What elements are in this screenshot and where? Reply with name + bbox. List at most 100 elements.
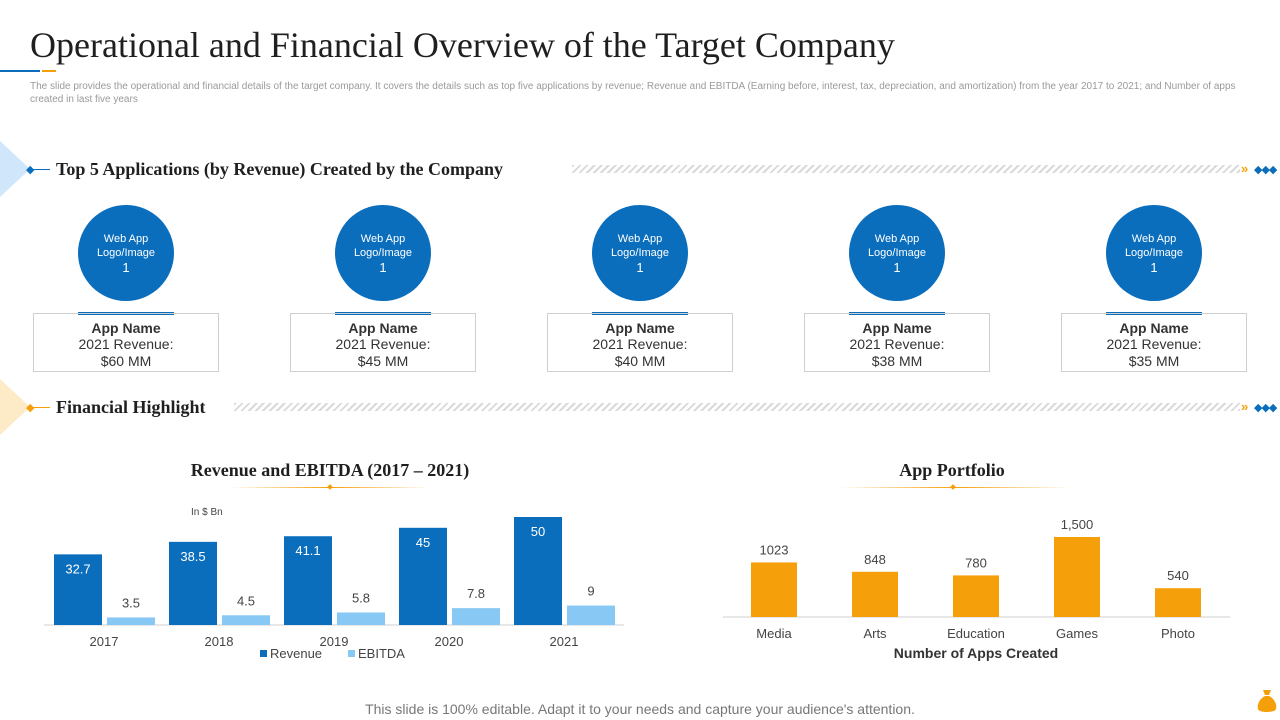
bar-ebitda	[452, 608, 500, 625]
app-card: App Name 2021 Revenue: $35 MM	[1061, 313, 1247, 372]
app-revenue-value: $35 MM	[1128, 353, 1180, 369]
logo-number: 1	[122, 259, 130, 275]
section-connector-financial	[28, 407, 50, 408]
bar-app-count	[1054, 537, 1100, 617]
data-label-ebitda: 4.5	[237, 593, 255, 608]
bar-ebitda	[107, 617, 155, 625]
chart-title-revenue: Revenue and EBITDA (2017 – 2021)	[190, 460, 470, 480]
logo-line-2: Logo/Image	[1124, 246, 1184, 259]
app-card: App Name 2021 Revenue: $40 MM	[547, 313, 733, 372]
tick-label-category: Photo	[1161, 626, 1195, 641]
legend-label-revenue: Revenue	[270, 646, 322, 661]
tick-label-category: Education	[947, 626, 1005, 641]
bar-revenue	[169, 541, 217, 625]
money-bag-icon	[1257, 690, 1277, 712]
app-logo-placeholder: Web App Logo/Image 1	[335, 205, 431, 301]
section-hatch-apps	[572, 165, 1240, 173]
logo-line-1: Web App	[1131, 232, 1177, 245]
page-subtitle: The slide provides the operational and f…	[30, 81, 1236, 105]
app-revenue-value: $38 MM	[871, 353, 923, 369]
logo-line-1: Web App	[103, 232, 149, 245]
logo-number: 1	[1150, 259, 1158, 275]
section-title-financial: Financial Highlight	[56, 397, 206, 417]
chevron-right-icon: »	[1241, 161, 1249, 176]
data-label-ebitda: 9	[587, 584, 594, 599]
logo-number: 1	[379, 259, 387, 275]
data-label-revenue: 45	[416, 535, 430, 550]
tick-label-year: 2020	[435, 634, 464, 649]
app-revenue-label: 2021 Revenue:	[592, 336, 688, 352]
bar-revenue	[284, 536, 332, 625]
app-card: App Name 2021 Revenue: $60 MM	[33, 313, 219, 372]
app-revenue-value: $45 MM	[357, 353, 409, 369]
bar-ebitda	[222, 615, 270, 625]
tick-label-year: 2021	[550, 634, 579, 649]
logo-line-1: Web App	[360, 232, 406, 245]
logo-line-1: Web App	[874, 232, 920, 245]
bar-app-count	[852, 571, 898, 617]
tick-label-year: 2019	[320, 634, 349, 649]
x-axis-title: Number of Apps Created	[894, 645, 1058, 661]
tick-label-year: 2017	[90, 634, 119, 649]
app-revenue-value: $40 MM	[614, 353, 666, 369]
section-hatch-financial	[234, 403, 1240, 411]
footer-note: This slide is 100% editable. Adapt it to…	[365, 701, 915, 717]
bar-app-count	[751, 562, 797, 617]
title-underline-accent	[42, 70, 56, 72]
data-label-app-count: 848	[864, 552, 886, 567]
diamond-icon: ◆	[26, 164, 35, 176]
section-marker-financial	[0, 379, 30, 435]
bar-app-count	[1155, 588, 1201, 617]
page-title: Operational and Financial Overview of th…	[30, 25, 895, 65]
data-label-app-count: 540	[1167, 568, 1189, 583]
bar-ebitda	[567, 605, 615, 625]
logo-line-1: Web App	[617, 232, 663, 245]
app-revenue-label: 2021 Revenue:	[849, 336, 945, 352]
chart-title-dot	[327, 484, 333, 490]
app-revenue-label: 2021 Revenue:	[1106, 336, 1202, 352]
unit-label: In $ Bn	[191, 507, 223, 518]
chart-title-portfolio: App Portfolio	[899, 460, 1005, 480]
data-label-app-count: 780	[965, 555, 987, 570]
diamond-icon: ◆	[26, 402, 35, 414]
app-revenue-label: 2021 Revenue:	[335, 336, 431, 352]
section-marker-apps	[0, 141, 30, 197]
app-portfolio-chart: 1023 Media 848 Arts 780 Education 1,500 Games 54…	[723, 517, 1230, 661]
tick-label-year: 2018	[205, 634, 234, 649]
legend-swatch-ebitda	[348, 650, 355, 657]
section-title-apps: Top 5 Applications (by Revenue) Created …	[56, 159, 504, 179]
chart-title-dot	[950, 484, 956, 490]
tick-label-category: Games	[1056, 626, 1098, 641]
logo-line-2: Logo/Image	[610, 246, 670, 259]
app-logo-placeholder: Web App Logo/Image 1	[78, 205, 174, 301]
data-label-app-count: 1023	[760, 542, 789, 557]
logo-line-2: Logo/Image	[867, 246, 927, 259]
data-label-ebitda: 7.8	[467, 586, 485, 601]
app-logo-placeholder: Web App Logo/Image 1	[849, 205, 945, 301]
data-label-revenue: 41.1	[295, 543, 320, 558]
logo-line-2: Logo/Image	[96, 246, 156, 259]
app-card: App Name 2021 Revenue: $38 MM	[804, 313, 990, 372]
app-name: App Name	[862, 320, 932, 336]
bar-revenue	[514, 517, 562, 625]
logo-number: 1	[636, 259, 644, 275]
logo-line-2: Logo/Image	[353, 246, 413, 259]
diamonds-icon: ◆◆◆	[1254, 164, 1277, 176]
section-connector-apps	[28, 169, 50, 170]
app-revenue-label: 2021 Revenue:	[78, 336, 174, 352]
tick-label-category: Arts	[863, 626, 887, 641]
bar-app-count	[953, 575, 999, 617]
app-logo-placeholder: Web App Logo/Image 1	[1106, 205, 1202, 301]
bar-revenue	[399, 527, 447, 625]
app-card: App Name 2021 Revenue: $45 MM	[290, 313, 476, 372]
logo-number: 1	[893, 259, 901, 275]
app-name: App Name	[91, 320, 161, 336]
title-underline	[0, 70, 40, 72]
app-revenue-value: $60 MM	[100, 353, 152, 369]
data-label-revenue: 32.7	[65, 561, 90, 576]
data-label-ebitda: 3.5	[122, 595, 140, 610]
diamonds-icon: ◆◆◆	[1254, 402, 1277, 414]
tick-label-category: Media	[756, 626, 792, 641]
data-label-revenue: 38.5	[180, 549, 205, 564]
app-logo-placeholder: Web App Logo/Image 1	[592, 205, 688, 301]
